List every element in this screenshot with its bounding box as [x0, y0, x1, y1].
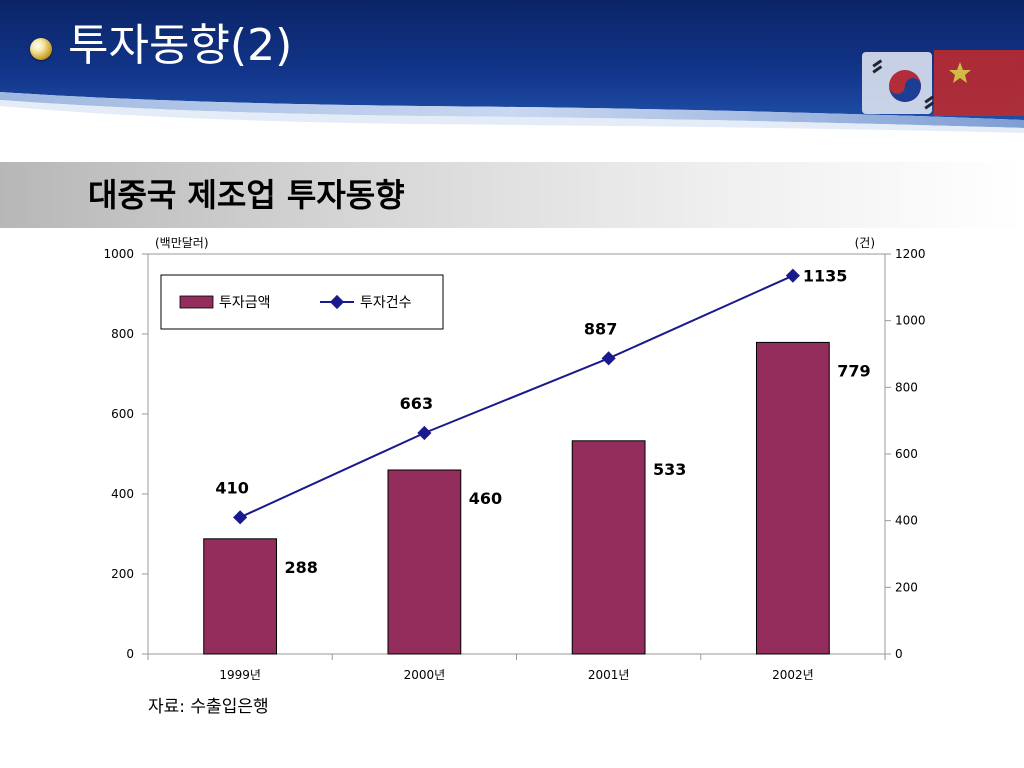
left-axis-unit: (백만달러) [155, 236, 209, 250]
source-note: 자료: 수출입은행 [148, 697, 269, 717]
bar-series: 288 460 533 779 [203, 341, 871, 655]
korea-china-flags-icon [862, 50, 1024, 116]
legend-bar-label: 투자금액 [219, 295, 271, 311]
line-value-label: 663 [400, 394, 433, 413]
right-axis: 0 200 400 600 800 1000 1200 [885, 247, 926, 661]
left-tick-label: 800 [111, 327, 134, 341]
line-value-label: 410 [215, 478, 248, 497]
left-tick-label: 1000 [103, 247, 134, 261]
line-point [785, 268, 800, 283]
line-point [417, 425, 432, 441]
series-line [239, 274, 794, 519]
bar [203, 538, 278, 655]
line-series: 410 663 887 1135 [215, 267, 847, 525]
x-tick-label: 2001년 [588, 668, 630, 682]
right-axis-unit: (건) [855, 236, 875, 250]
gold-bullet-icon [30, 38, 52, 60]
legend-line-label: 투자건수 [360, 295, 412, 311]
legend: 투자금액 투자건수 [160, 274, 444, 330]
x-tick-label: 2002년 [772, 668, 814, 682]
bar-value-label: 288 [285, 558, 318, 577]
x-tick-label: 2000년 [404, 668, 446, 682]
left-tick-label: 400 [111, 487, 134, 501]
left-tick-label: 200 [111, 567, 134, 581]
left-tick-label: 600 [111, 407, 134, 421]
section-title: 대중국 제조업 투자동향 [88, 176, 405, 214]
chart: (백만달러) (건) 0 200 400 600 800 1000 0 200 400 600 8… [103, 236, 926, 682]
bar [387, 469, 462, 655]
line-point [601, 351, 616, 366]
bar [571, 440, 646, 655]
slide-header: 투자동향(2) [0, 0, 1024, 150]
left-tick-label: 0 [126, 647, 134, 661]
bar [755, 341, 830, 655]
left-axis: 0 200 400 600 800 1000 [103, 247, 148, 661]
legend-line-marker [329, 294, 345, 310]
bar-value-label: 460 [469, 489, 502, 508]
right-tick-label: 400 [895, 514, 918, 528]
right-tick-label: 600 [895, 447, 918, 461]
bar-value-label: 779 [837, 361, 870, 380]
line-value-label: 1135 [803, 267, 848, 286]
right-tick-label: 800 [895, 380, 918, 394]
x-tick-label: 1999년 [219, 668, 261, 682]
right-tick-label: 0 [895, 647, 903, 661]
page-title: 투자동향(2) [68, 20, 293, 71]
line-value-label: 887 [584, 319, 617, 338]
legend-bar-swatch [179, 295, 214, 309]
right-tick-label: 1000 [895, 314, 926, 328]
x-axis: 1999년 2000년 2001년 2002년 [147, 654, 886, 682]
header-background [0, 0, 1024, 133]
section-band [0, 162, 1024, 228]
right-tick-label: 1200 [895, 247, 926, 261]
bar-value-label: 533 [653, 460, 686, 479]
right-tick-label: 200 [895, 580, 918, 594]
